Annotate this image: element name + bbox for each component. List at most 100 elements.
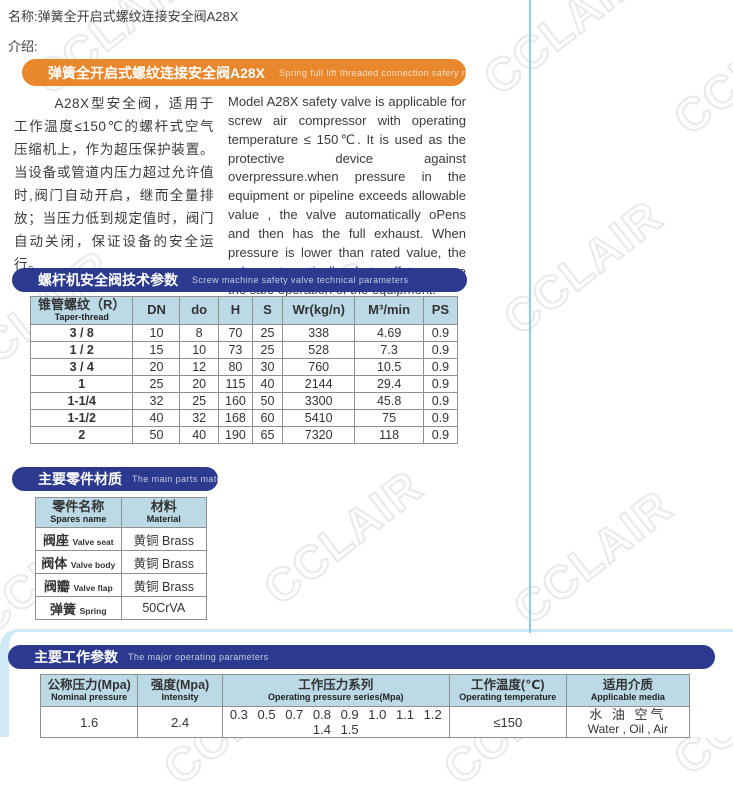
parts-banner-cn: 主要零件材质 — [38, 471, 122, 487]
parts-col-name-en: Spares name — [50, 514, 107, 525]
cell: 0.9 — [422, 358, 459, 376]
cell: 40 — [179, 426, 219, 444]
pressure-series-value: 0.3 0.5 0.7 0.8 0.9 1.0 1.1 1.2 1.4 1.5 — [221, 706, 450, 738]
table-row: 弹簧 Spring 50CrVA — [35, 596, 207, 620]
product-title-banner: 弹簧全开启式螺纹连接安全阀A28X Spring full lift threa… — [22, 59, 511, 86]
header-cn: 工作压力系列 — [298, 678, 374, 693]
cell: 0.9 — [422, 426, 459, 444]
cell: 0.9 — [422, 324, 459, 342]
header-cn: 工作温度(℃) — [471, 678, 545, 693]
cell: 2144 — [281, 375, 356, 393]
watermark-text: CCLAIR — [473, 0, 653, 106]
oper-col-temperature: 工作温度(℃) Operating temperature — [448, 674, 567, 707]
parts-col-name: 零件名称 Spares name — [35, 497, 122, 528]
cell: 25 — [252, 324, 283, 342]
tech-col-dn: DN — [132, 296, 181, 325]
media-value: 水 油 空气 Water , Oil , Air — [565, 706, 691, 738]
tech-table-header-row: 锥管螺纹（R） Taper-thread DN do H S Wr(kg/n) … — [29, 296, 459, 325]
product-title-en: Spring full lift threaded connection saf… — [279, 67, 512, 78]
part-name-cn: 阀体 — [41, 555, 68, 571]
cell: 0.9 — [422, 375, 459, 393]
oper-col-nominal-pressure: 公称压力(Mpa) Nominal pressure — [39, 674, 139, 707]
part-name-en: Spring — [79, 605, 107, 616]
tech-col-taper-cn: 锥管螺纹（R） — [38, 297, 126, 313]
cell: 25 — [179, 392, 219, 410]
oper-col-pressure-series: 工作压力系列 Operating pressure series(Mpa) — [221, 674, 450, 707]
parts-col-material-cn: 材料 — [150, 499, 177, 515]
intro-paragraph-en: Model A28X safety valve is applicable fo… — [228, 94, 466, 297]
cell: 115 — [217, 375, 254, 393]
header-cn: 适用介质 — [602, 678, 653, 693]
header-en: Applicable media — [590, 692, 665, 703]
operating-section-banner: 主要工作参数 The major operating parameters — [8, 645, 715, 669]
parts-col-material-en: Material — [146, 514, 181, 525]
cell: 32 — [179, 409, 219, 427]
cell: 8 — [179, 324, 219, 342]
part-name-en: Valve body — [70, 559, 116, 570]
header-en: Operating temperature — [459, 692, 557, 703]
tech-parameters-table: 锥管螺纹（R） Taper-thread DN do H S Wr(kg/n) … — [29, 296, 459, 444]
cell: 32 — [132, 392, 181, 410]
watermark-text: CCLAIR — [253, 458, 433, 615]
intensity-value: 2.4 — [137, 706, 223, 738]
tech-col-taper-en: Taper-thread — [54, 311, 109, 322]
cell: 7320 — [281, 426, 356, 444]
cell: 15 — [132, 341, 181, 359]
tech-col-s: S — [252, 296, 283, 325]
header-en: Intensity — [161, 692, 199, 703]
cell: 0.9 — [422, 409, 459, 427]
cell: 760 — [281, 358, 356, 376]
vertical-divider — [529, 0, 531, 633]
cell: 0.9 — [422, 341, 459, 359]
temperature-value: ≤150 — [448, 706, 567, 738]
part-name-en: Valve seat — [72, 536, 114, 547]
cell: 73 — [217, 341, 254, 359]
parts-col-material: 材料 Material — [120, 497, 207, 528]
cell: 2 — [29, 426, 134, 444]
part-name-cn: 阀瓣 — [43, 578, 70, 594]
tech-section-banner: 螺杆机安全阀技术参数 Screw machine safety valve te… — [12, 268, 467, 292]
part-name-cn: 阀座 — [42, 532, 69, 548]
cell: 338 — [281, 324, 356, 342]
parts-section-banner: 主要零件材质 The main parts material — [12, 467, 235, 491]
nominal-pressure-value: 1.6 — [39, 706, 139, 738]
cell: 118 — [354, 426, 424, 444]
parts-col-name-cn: 零件名称 — [52, 499, 105, 515]
cell: 70 — [217, 324, 254, 342]
cell: 20 — [132, 358, 181, 376]
cell: 1 — [29, 375, 134, 393]
header-cn: 强度(Mpa) — [150, 678, 210, 693]
part-material: 50CrVA — [120, 596, 207, 620]
part-name: 阀座 Valve seat — [35, 527, 122, 551]
cell: 10.5 — [354, 358, 424, 376]
table-row: 阀瓣 Valve flap 黄铜 Brass — [35, 573, 207, 597]
tech-col-taper-thread: 锥管螺纹（R） Taper-thread — [29, 296, 134, 325]
operating-banner-en: The major operating parameters — [128, 652, 269, 662]
intro-paragraph-cn: A28X型安全阀，适用于工作温度≤150℃的螺杆式空气压缩机上，作为超压保护装置… — [14, 96, 214, 272]
cell: 1-1/2 — [29, 409, 134, 427]
cell: 50 — [132, 426, 181, 444]
cell: 45.8 — [354, 392, 424, 410]
page-title: 名称:弹簧全开启式螺纹连接安全阀A28X — [8, 9, 239, 24]
tech-col-ps: PS — [422, 296, 459, 325]
cell: 4.69 — [354, 324, 424, 342]
operating-parameters-table: 公称压力(Mpa) Nominal pressure 强度(Mpa) Inten… — [39, 674, 691, 738]
cell: 190 — [217, 426, 254, 444]
oper-col-media: 适用介质 Applicable media — [565, 674, 691, 707]
cell: 1-1/4 — [29, 392, 134, 410]
parts-banner-en: The main parts material — [132, 474, 236, 484]
part-material: 黄铜 Brass — [120, 573, 207, 597]
media-value-cn: 水 油 空气 — [589, 706, 667, 722]
tech-col-h: H — [217, 296, 254, 325]
cell: 7.3 — [354, 341, 424, 359]
part-material: 黄铜 Brass — [120, 550, 207, 574]
table-row: 阀体 Valve body 黄铜 Brass — [35, 550, 207, 574]
tech-banner-cn: 螺杆机安全阀技术参数 — [38, 272, 178, 288]
cell: 40 — [132, 409, 181, 427]
cell: 20 — [179, 375, 219, 393]
cell: 0.9 — [422, 392, 459, 410]
cell: 528 — [281, 341, 356, 359]
tech-col-wr: Wr(kg/n) — [281, 296, 356, 325]
cell: 25 — [252, 341, 283, 359]
cell: 29.4 — [354, 375, 424, 393]
